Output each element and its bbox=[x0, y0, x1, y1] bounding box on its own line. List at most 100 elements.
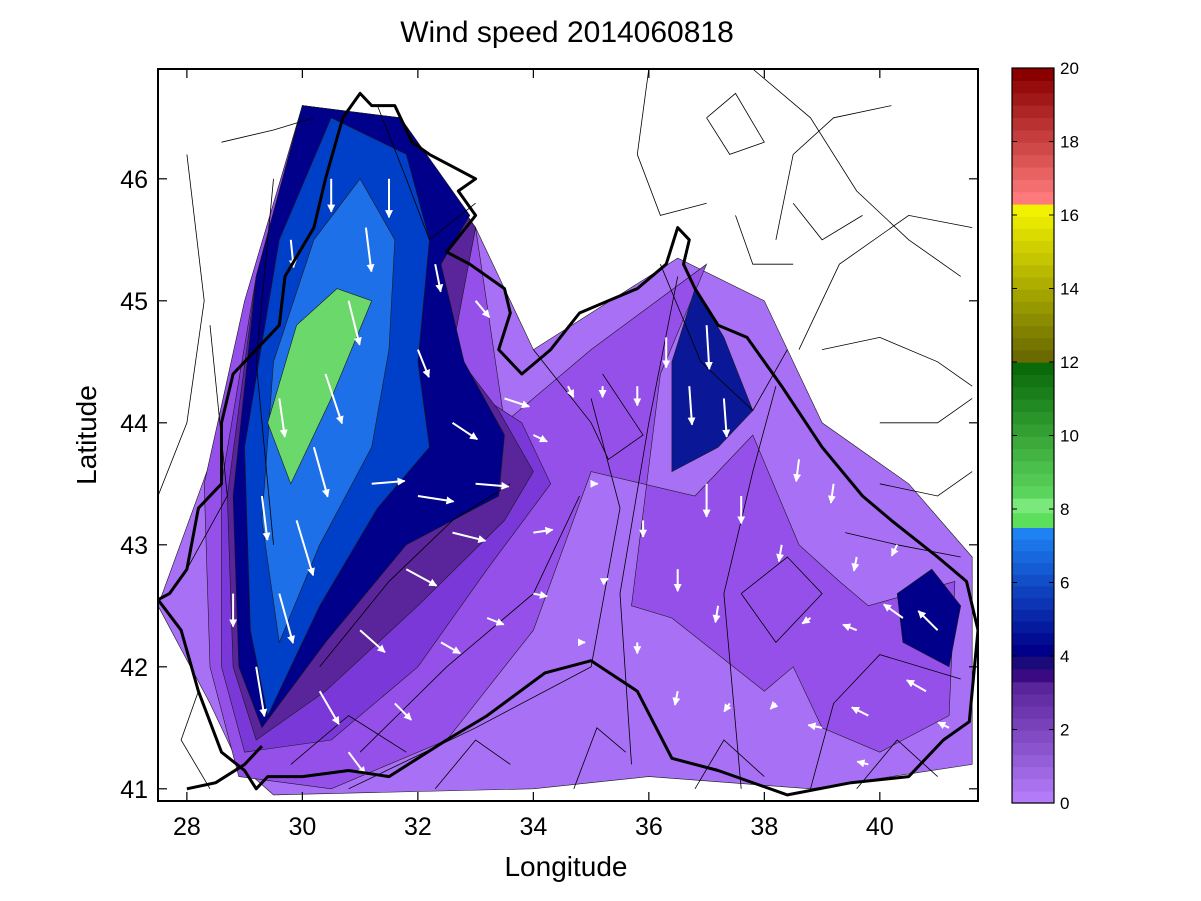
wind-vector-26 bbox=[347, 751, 366, 775]
colorbar-tick-label: 10 bbox=[1060, 427, 1079, 446]
colorbar-step bbox=[1012, 668, 1054, 683]
wind-vector-12 bbox=[260, 495, 271, 541]
contour-line-3 bbox=[255, 178, 274, 545]
x-tick-label: 32 bbox=[404, 813, 432, 841]
x-tick-label: 28 bbox=[173, 813, 201, 841]
wind-vector-63 bbox=[937, 721, 950, 730]
contour-line-21 bbox=[879, 471, 973, 497]
coastline bbox=[158, 91, 978, 797]
wind-vector-48 bbox=[712, 605, 721, 624]
contour-line-27 bbox=[573, 727, 626, 789]
colorbar-step bbox=[1012, 80, 1054, 94]
colorbar-tick-label: 16 bbox=[1060, 206, 1079, 225]
wind-vector-33 bbox=[566, 385, 575, 398]
colorbar: 0 2 4 6 8 10 12 14 16 18 20 bbox=[1011, 59, 1079, 813]
y-tick-label: 44 bbox=[120, 410, 148, 438]
contour-line-22 bbox=[158, 154, 205, 497]
speed-region-8 bbox=[267, 288, 373, 485]
wind-vector-36 bbox=[599, 577, 609, 586]
land-border-line bbox=[186, 745, 263, 791]
colorbar-step bbox=[1012, 562, 1054, 575]
contour-line-10 bbox=[810, 654, 961, 789]
y-tick-label: 41 bbox=[120, 776, 148, 804]
wind-vector-27 bbox=[394, 702, 413, 721]
wind-vector-28 bbox=[440, 641, 461, 655]
wind-vector-24 bbox=[474, 300, 491, 318]
colorbar-step bbox=[1012, 289, 1054, 302]
wind-vector-3 bbox=[295, 520, 315, 577]
wind-vector-31 bbox=[533, 526, 554, 535]
colorbar-tick-label: 2 bbox=[1060, 721, 1069, 740]
contour-line-28 bbox=[694, 739, 765, 790]
x-tick-label: 34 bbox=[519, 813, 547, 841]
colorbar-step bbox=[1012, 411, 1054, 425]
wind-vector-32 bbox=[532, 434, 548, 443]
plot-frame bbox=[157, 68, 979, 802]
colorbar-step bbox=[1012, 276, 1054, 290]
colorbar-step bbox=[1012, 473, 1054, 487]
colorbar-step bbox=[1012, 778, 1054, 792]
wind-vector-22 bbox=[451, 421, 478, 441]
wind-vector-30 bbox=[533, 590, 548, 599]
colorbar-step bbox=[1012, 228, 1054, 242]
contour-line-17 bbox=[775, 105, 892, 240]
contour-line-25 bbox=[290, 715, 407, 765]
colorbar-step bbox=[1012, 718, 1054, 731]
wind-vector-42 bbox=[687, 386, 696, 426]
speed-region-9 bbox=[671, 287, 754, 473]
colorbar-step bbox=[1012, 620, 1054, 634]
colorbar-step bbox=[1012, 681, 1054, 695]
colorbar-step bbox=[1012, 497, 1054, 514]
y-tick-label: 42 bbox=[120, 654, 148, 682]
wind-vectors bbox=[229, 178, 950, 775]
colorbar-step bbox=[1012, 485, 1054, 499]
colorbar-step bbox=[1012, 609, 1054, 622]
colorbar-step bbox=[1012, 313, 1054, 327]
colorbar-tick-label: 0 bbox=[1060, 794, 1069, 813]
y-tick-label: 46 bbox=[120, 166, 148, 194]
colorbar-step bbox=[1012, 203, 1054, 217]
sea-wind-speed-fill bbox=[158, 105, 973, 796]
wind-vector-54 bbox=[827, 483, 836, 504]
colorbar-tick-label: 20 bbox=[1060, 59, 1079, 78]
colorbar-step bbox=[1012, 585, 1054, 599]
colorbar-step bbox=[1012, 790, 1054, 804]
colorbar-step bbox=[1012, 460, 1054, 474]
wind-vector-17 bbox=[452, 531, 487, 543]
wind-vector-61 bbox=[851, 706, 869, 717]
contour-line-13 bbox=[660, 264, 788, 412]
colorbar-step bbox=[1012, 766, 1054, 780]
contour-line-31 bbox=[879, 398, 973, 424]
colorbar-step bbox=[1012, 240, 1054, 254]
contour-line-2 bbox=[377, 105, 476, 241]
colorbar-step bbox=[1012, 512, 1054, 528]
wind-vector-5 bbox=[324, 373, 344, 425]
wind-vector-11 bbox=[278, 398, 288, 438]
colorbar-step bbox=[1012, 362, 1054, 375]
contour-line-1 bbox=[221, 117, 315, 143]
y-axis-ticks: 41 42 43 44 45 46 bbox=[120, 166, 978, 804]
x-tick-label: 30 bbox=[288, 813, 316, 841]
contour-line-5 bbox=[359, 495, 580, 753]
contour-line-24 bbox=[180, 691, 211, 790]
colorbar-step bbox=[1012, 191, 1054, 205]
y-axis-label: Latitude bbox=[71, 385, 102, 485]
x-tick-label: 40 bbox=[866, 813, 894, 841]
colorbar-step bbox=[1012, 264, 1054, 278]
contour-line-30 bbox=[798, 214, 973, 350]
y-tick-label: 45 bbox=[120, 288, 148, 316]
colorbar-step bbox=[1012, 644, 1054, 657]
colorbar-step bbox=[1012, 448, 1054, 462]
wind-vector-51 bbox=[769, 700, 779, 710]
y-tick-label: 43 bbox=[120, 532, 148, 560]
colorbar-step bbox=[1012, 436, 1054, 450]
colorbar-step bbox=[1012, 325, 1054, 339]
contour-line-4 bbox=[319, 483, 511, 668]
contour-line-20 bbox=[822, 336, 973, 387]
wind-vector-53 bbox=[776, 544, 785, 563]
wind-vector-25 bbox=[434, 264, 444, 293]
colorbar-step bbox=[1012, 386, 1054, 400]
colorbar-tick-label: 12 bbox=[1060, 353, 1079, 372]
x-axis-label: Longitude bbox=[504, 851, 627, 882]
wind-vector-29 bbox=[486, 617, 505, 626]
